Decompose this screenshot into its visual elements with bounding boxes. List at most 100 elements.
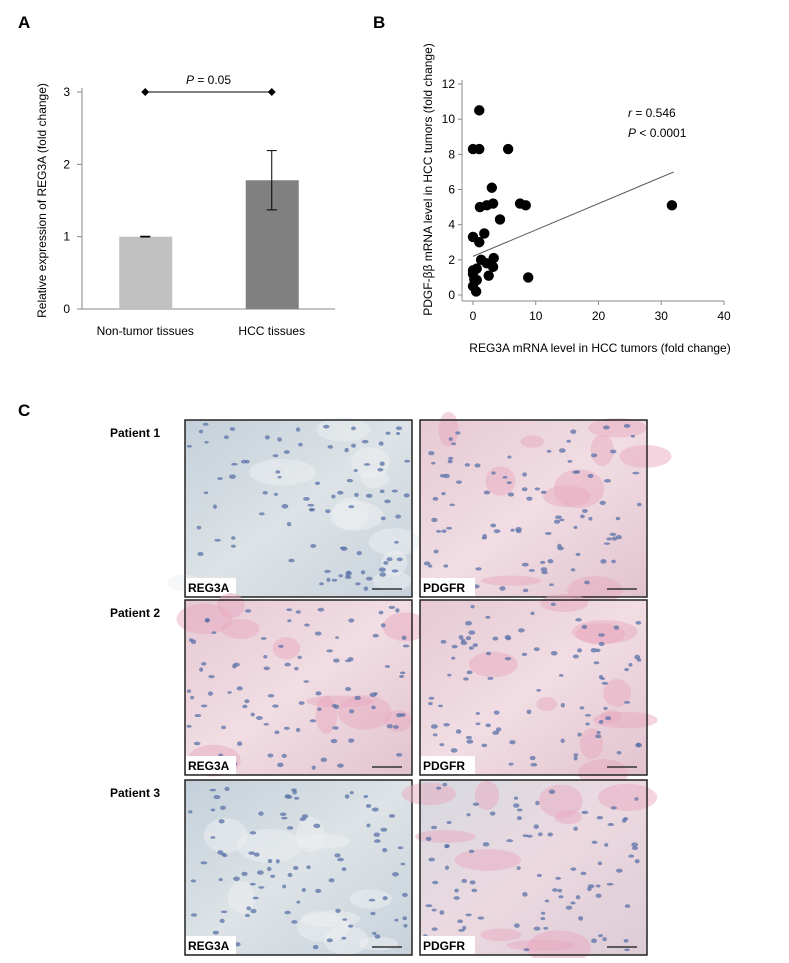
histology-image: REG3A <box>167 417 421 598</box>
nucleus <box>530 762 538 767</box>
nucleus <box>598 719 604 724</box>
nucleus <box>402 644 410 648</box>
nucleus <box>518 628 525 633</box>
nucleus <box>304 623 310 627</box>
nucleus <box>590 647 598 653</box>
nucleus <box>482 533 487 539</box>
nucleus <box>281 753 287 758</box>
nucleus <box>277 762 284 768</box>
nucleus <box>539 560 546 564</box>
nucleus <box>540 567 548 572</box>
nucleus <box>401 635 407 640</box>
nucleus <box>451 656 456 660</box>
nucleus <box>349 791 354 795</box>
panel-label: C <box>18 401 30 420</box>
nucleus <box>472 643 478 648</box>
point <box>520 200 531 211</box>
nucleus <box>378 567 386 572</box>
nucleus <box>560 703 565 708</box>
stain-label: REG3A <box>188 581 230 595</box>
nucleus <box>294 666 299 671</box>
nucleus <box>468 646 474 650</box>
nucleus <box>221 725 227 730</box>
nucleus <box>508 762 514 766</box>
nucleus <box>281 816 288 820</box>
nucleus <box>575 618 582 622</box>
nucleus <box>383 560 389 565</box>
nucleus <box>360 570 366 575</box>
nucleus <box>533 926 541 931</box>
nucleus <box>573 753 579 757</box>
nucleus <box>203 491 209 495</box>
nucleus <box>355 582 361 586</box>
nucleus <box>537 832 543 837</box>
point <box>523 272 534 283</box>
nucleus <box>466 813 471 817</box>
nucleus <box>455 480 462 484</box>
nucleus <box>402 892 408 897</box>
stain-label: PDGFR <box>423 939 465 953</box>
tissue-region <box>600 709 622 724</box>
nucleus <box>369 692 377 698</box>
nucleus <box>522 472 527 477</box>
nucleus <box>349 709 355 714</box>
nucleus <box>544 899 550 903</box>
stain-label: PDGFR <box>423 581 465 595</box>
nucleus <box>441 529 447 533</box>
nucleus <box>595 734 602 739</box>
nucleus <box>330 738 338 744</box>
nucleus <box>217 477 223 481</box>
nucleus <box>262 490 268 495</box>
nucleus <box>301 888 307 893</box>
nucleus <box>201 662 207 666</box>
nucleus <box>283 450 290 454</box>
nucleus <box>547 559 554 564</box>
point <box>483 270 494 281</box>
nucleus <box>513 796 518 800</box>
nucleus <box>595 884 601 888</box>
y-axis-label: Relative expression of REG3A (fold chang… <box>35 83 49 318</box>
nucleus <box>279 812 287 817</box>
y-tick-label: 10 <box>442 112 456 126</box>
nucleus <box>342 918 348 921</box>
nucleus <box>400 862 406 866</box>
nucleus <box>528 569 535 572</box>
panel-label: B <box>373 13 385 32</box>
nucleus <box>200 861 208 865</box>
histology-image: PDGFR <box>419 593 658 787</box>
nucleus <box>301 814 309 819</box>
nucleus <box>631 842 638 847</box>
y-tick-label: 0 <box>448 288 455 302</box>
image-frame <box>419 779 648 956</box>
nucleus <box>516 808 523 812</box>
nucleus <box>623 816 629 821</box>
x-tick-label: 0 <box>470 309 477 323</box>
nucleus <box>374 839 381 843</box>
nucleus <box>309 719 317 723</box>
nucleus <box>493 529 501 534</box>
nucleus <box>293 796 300 800</box>
nucleus <box>249 831 257 835</box>
nucleus <box>574 470 581 474</box>
nucleus <box>516 816 522 821</box>
point <box>467 268 479 280</box>
nucleus <box>188 810 193 814</box>
nucleus <box>345 571 352 576</box>
nucleus <box>356 550 362 556</box>
nucleus <box>388 605 396 609</box>
nucleus <box>570 867 577 871</box>
nucleus <box>575 895 581 900</box>
nucleus <box>606 882 614 886</box>
nucleus <box>219 918 225 924</box>
nucleus <box>451 442 457 446</box>
nucleus <box>613 625 620 630</box>
nucleus <box>441 492 446 496</box>
nucleus <box>445 526 453 530</box>
x-tick-label: 30 <box>655 309 669 323</box>
nucleus <box>337 490 344 495</box>
nucleus <box>570 901 576 905</box>
nucleus <box>611 559 616 564</box>
nucleus <box>297 655 302 659</box>
bracket-end <box>141 88 150 96</box>
significance-label-text: = 0.05 <box>194 73 231 87</box>
